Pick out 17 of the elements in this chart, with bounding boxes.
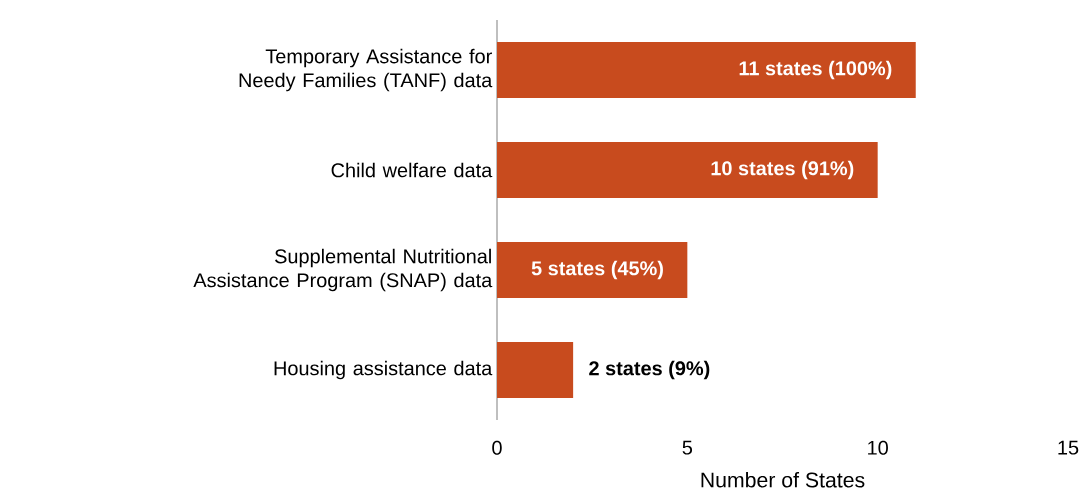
data-label: 2 states (9%) xyxy=(589,360,710,380)
data-label: 10 states (91%) xyxy=(711,160,854,180)
x-tick-label: 5 xyxy=(682,440,693,455)
data-label: 11 states (100%) xyxy=(739,60,892,80)
x-tick-label: 0 xyxy=(492,440,502,455)
bar xyxy=(497,342,574,399)
bar xyxy=(497,142,878,199)
x-axis-title: Number of States xyxy=(701,471,865,488)
y-tick-label: Child welfare data xyxy=(331,162,493,178)
x-tick-label: 15 xyxy=(1058,440,1079,455)
bar xyxy=(497,42,916,99)
data-label: 5 states (45%) xyxy=(531,260,663,280)
bar xyxy=(497,242,688,299)
y-tick-label: Housing assistance data xyxy=(274,360,493,380)
x-tick-label: 10 xyxy=(868,440,888,455)
y-tick-label: Supplemental Nutritional Assistance Program (SNAP) data xyxy=(193,248,493,292)
y-tick-label: Temporary Assistance for Needy Families (TANF) data xyxy=(239,48,493,92)
